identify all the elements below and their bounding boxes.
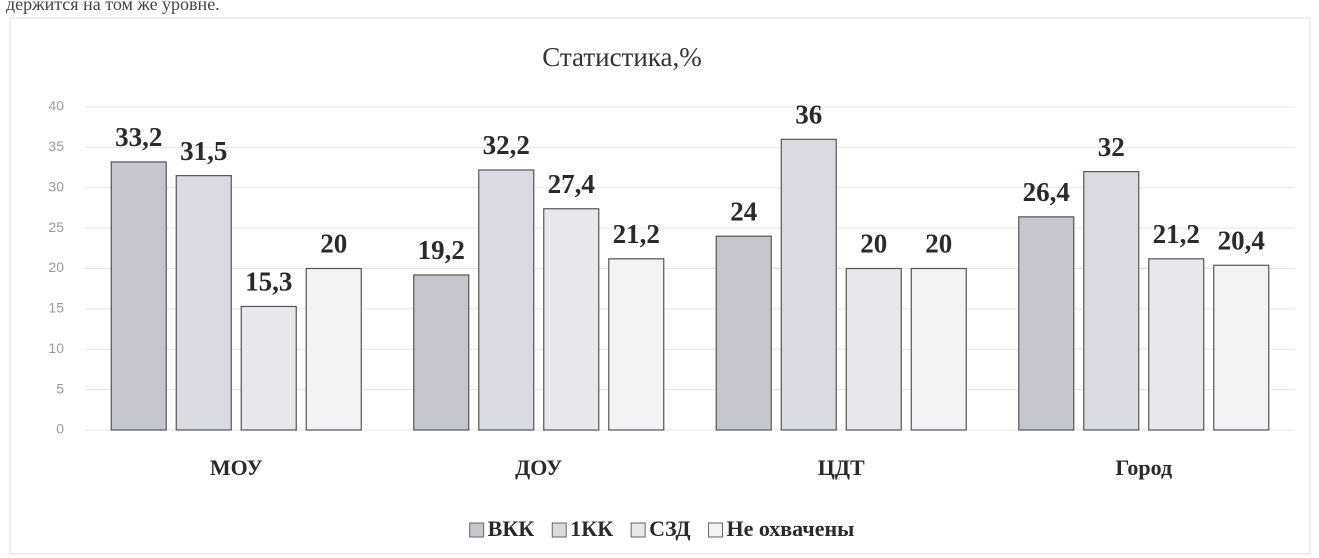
y-tick-label: 25 [48,219,64,235]
legend-swatch [707,522,723,538]
chart-title: Статистика,% [542,42,701,72]
data-label: 32,2 [483,130,530,160]
bar [240,305,297,431]
bar [1148,258,1205,431]
bar [175,175,232,431]
y-tick-label: 30 [48,178,64,194]
y-tick-label: 35 [48,138,64,154]
x-tick-label: МОУ [210,455,263,480]
bar [110,161,167,431]
bar [543,208,600,431]
bar [715,235,772,431]
bar [1083,171,1140,431]
intro-text: держится на том же уровне. [6,0,220,14]
bar [1018,216,1075,431]
bar [413,274,470,431]
data-label: 21,2 [1153,219,1200,249]
bar [1213,264,1270,431]
data-label: 33,2 [115,122,162,152]
legend-label: Не охвачены [726,516,854,541]
x-tick-label: ДОУ [515,455,562,480]
data-label: 27,4 [548,169,595,199]
data-label: 19,2 [418,235,465,265]
legend-swatch [551,522,567,538]
legend-label: ВКК [488,516,535,541]
legend-label: 1КК [570,516,613,541]
bar [305,267,362,431]
x-tick-label: Город [1115,455,1172,480]
bar [910,267,967,431]
data-label: 24 [730,196,757,226]
legend-swatch [630,522,646,538]
y-tick-label: 40 [48,98,64,114]
y-tick-label: 5 [56,380,64,396]
bar [608,258,665,431]
data-label: 32 [1098,132,1125,162]
data-label: 20 [860,229,887,259]
data-label: 20,4 [1218,225,1265,255]
y-tick-label: 0 [56,421,64,437]
data-label: 15,3 [245,267,292,297]
legend-label: СЗД [649,516,690,541]
y-tick-label: 20 [48,259,64,275]
bar [845,267,902,431]
bar [478,169,535,431]
data-label: 36 [795,100,822,130]
y-tick-label: 10 [48,340,64,356]
x-tick-label: ЦДТ [818,455,865,480]
data-label: 20 [925,229,952,259]
data-label: 26,4 [1023,177,1070,207]
legend-swatch [469,522,485,538]
data-label: 21,2 [613,219,660,249]
data-label: 20 [320,229,347,259]
data-label: 31,5 [180,136,227,166]
y-tick-label: 15 [48,300,64,316]
bar [780,138,837,431]
